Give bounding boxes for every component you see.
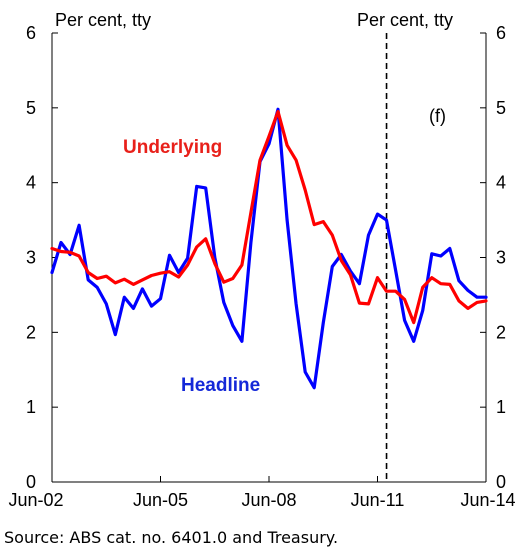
headline-series-line (50, 107, 488, 390)
x-tick-group: Jun-02 Jun-05 Jun-08 Jun-11 Jun-14 (8, 476, 516, 510)
underlying-series-line (50, 109, 488, 325)
y-tick-label-left: 5 (26, 98, 36, 118)
x-tick-label: Jun-08 (241, 490, 296, 510)
y-tick-label-right: 0 (496, 472, 506, 492)
y-tick-label-left: 3 (26, 248, 36, 268)
source-note: Source: ABS cat. no. 6401.0 and Treasury… (4, 528, 339, 547)
x-tick-label: Jun-11 (351, 490, 405, 510)
y-tick-label-right: 6 (496, 23, 506, 43)
y-tick-label-right: 2 (496, 322, 506, 342)
x-tick-label: Jun-02 (8, 490, 63, 510)
y-tick-label-right: 1 (496, 397, 506, 417)
y-tick-label-right: 4 (496, 173, 506, 193)
y-tick-label-left: 4 (26, 173, 36, 193)
y-tick-label-right: 3 (496, 248, 506, 268)
y-tick-label-left: 2 (26, 322, 36, 342)
series-group (50, 107, 488, 390)
y-tick-label-left: 0 (26, 472, 36, 492)
forecast-label: (f) (429, 106, 446, 126)
y-tick-label-left: 1 (26, 397, 36, 417)
underlying-series-label: Underlying (123, 137, 222, 158)
right-axis-title: Per cent, tty (357, 10, 453, 30)
x-tick-label: Jun-05 (133, 490, 188, 510)
left-axis-title: Per cent, tty (55, 10, 151, 30)
y-tick-group: 0 0 1 1 2 2 3 3 4 4 5 5 6 6 (26, 23, 506, 492)
y-tick-label-right: 5 (496, 98, 506, 118)
headline-series-label: Headline (181, 375, 260, 396)
plot-frame (51, 33, 487, 483)
x-tick-label: Jun-14 (460, 490, 515, 510)
line-chart: 0 01 12 23 34 45 56 6 Jun-02 Jun-05 Jun-08 Jun-11 J… (8, 10, 516, 510)
y-tick-label-left: 6 (26, 23, 36, 43)
